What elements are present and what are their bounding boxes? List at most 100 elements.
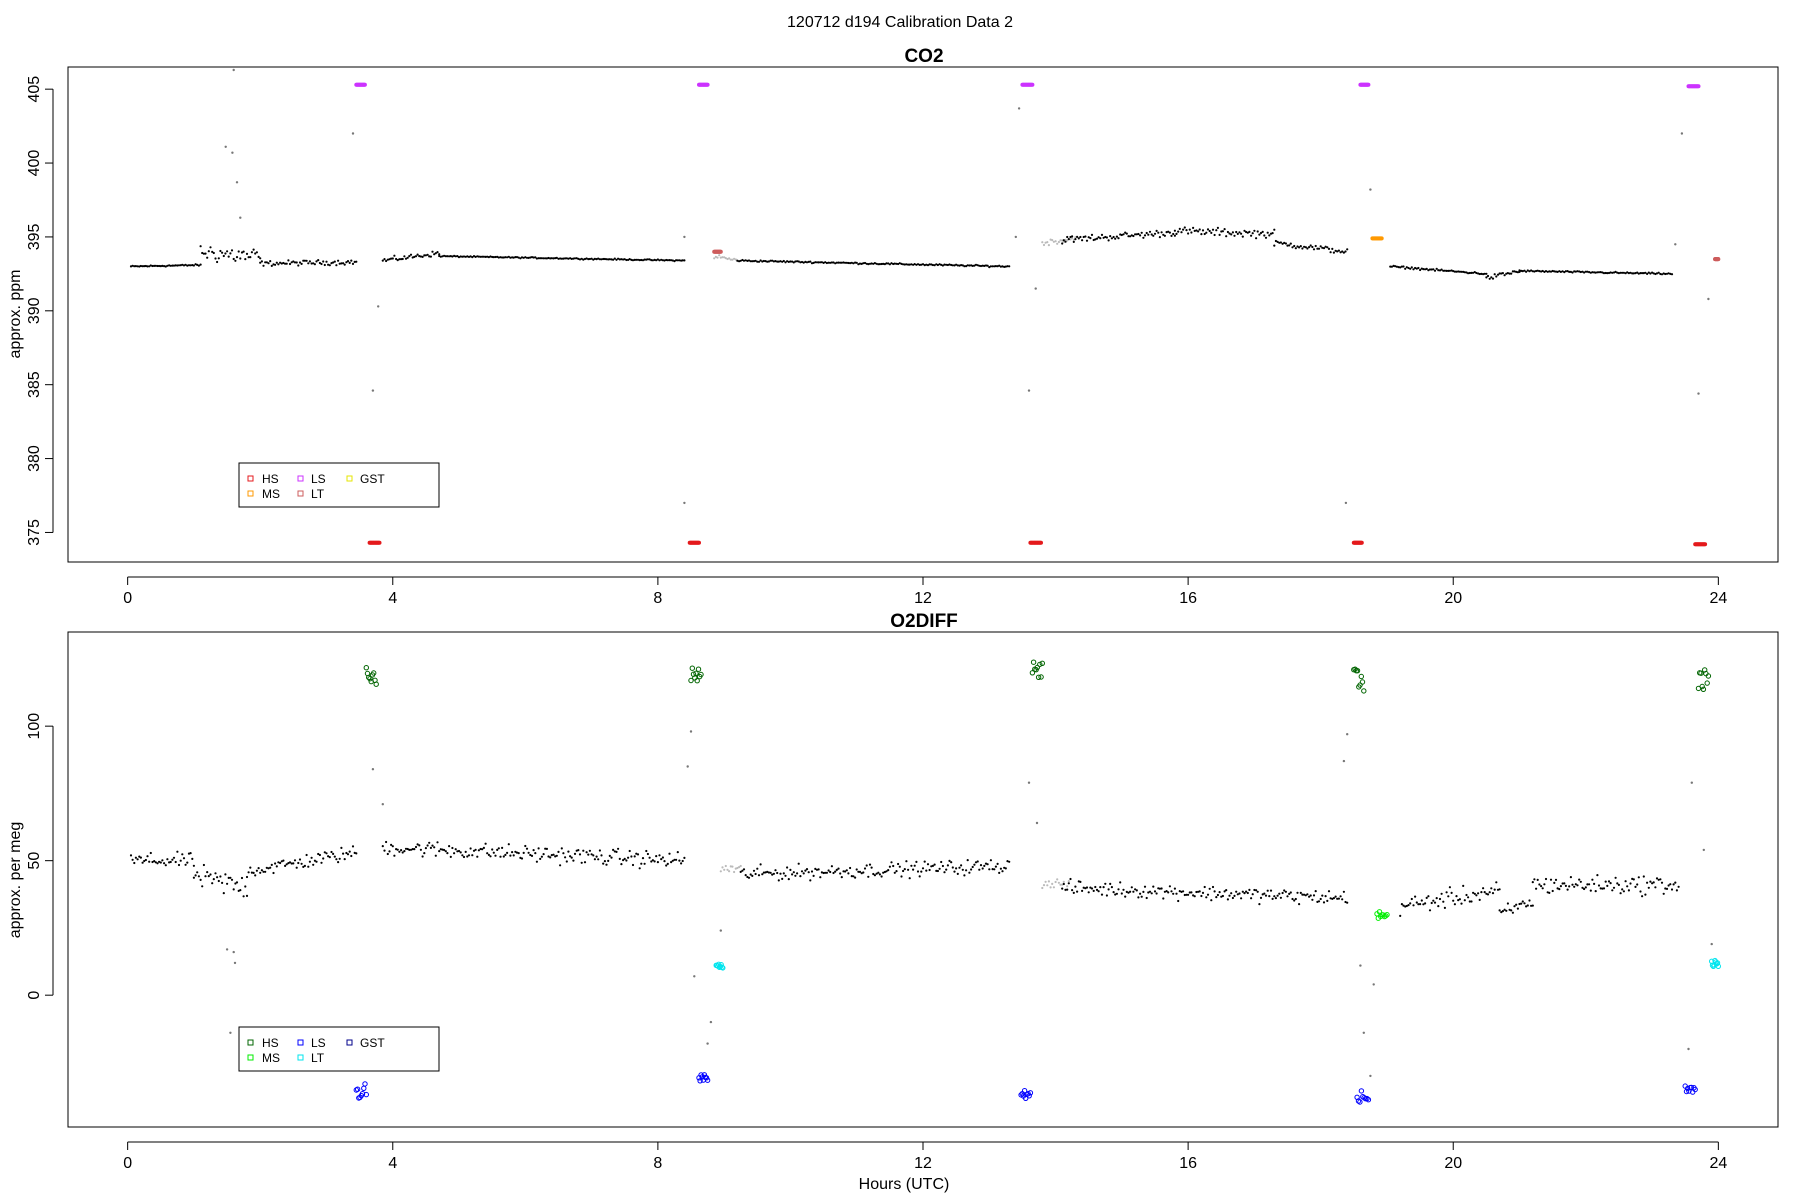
o2diff-data-point — [342, 852, 345, 855]
o2diff-data-point — [517, 852, 520, 855]
co2-data-point — [323, 263, 326, 267]
o2diff-data-point — [391, 845, 394, 848]
co2-data-point — [878, 263, 882, 266]
o2diff-data-point — [945, 868, 948, 871]
o2diff-data-point — [1535, 887, 1538, 890]
o2diff-data-point — [865, 864, 868, 867]
co2-outlier-point — [1674, 243, 1677, 246]
o2diff-data-point — [1458, 898, 1461, 901]
o2diff-data-point — [1119, 881, 1122, 884]
co2-data-point — [560, 257, 563, 260]
o2diff-data-point — [1124, 895, 1127, 898]
o2diff-data-point — [1531, 904, 1534, 907]
o2diff-data-point — [781, 877, 784, 881]
o2diff-data-point — [201, 885, 204, 888]
o2diff-data-point — [845, 869, 848, 872]
o2diff-data-point — [920, 870, 923, 873]
co2-legend-hs-marker — [247, 475, 254, 482]
o2diff-data-point — [1100, 893, 1104, 896]
o2diff-data-point — [444, 850, 447, 853]
o2diff-cal-point-hs — [693, 670, 699, 676]
o2diff-data-point — [449, 855, 452, 859]
co2-data-point — [1337, 249, 1340, 252]
co2-data-point — [325, 260, 328, 263]
co2-data-point — [734, 258, 737, 261]
o2diff-data-point — [320, 861, 323, 864]
co2-data-point — [1124, 231, 1127, 234]
o2diff-data-point — [728, 870, 731, 873]
o2diff-data-point — [1486, 893, 1490, 896]
co2-data-point — [1238, 231, 1241, 234]
co2-data-point — [1549, 270, 1553, 273]
o2diff-data-point — [842, 870, 845, 873]
co2-data-point — [1200, 233, 1203, 236]
o2diff-data-point — [149, 851, 152, 855]
o2diff-data-point — [332, 852, 335, 856]
co2-outlier-point — [1344, 501, 1348, 505]
o2diff-data-point — [199, 878, 202, 882]
co2-cal-point-ls — [1366, 82, 1371, 87]
o2diff-data-point — [665, 864, 668, 867]
o2diff-data-point — [242, 895, 245, 898]
co2-title: CO2 — [904, 46, 943, 67]
o2diff-data-point — [1218, 891, 1221, 894]
co2-data-point — [562, 257, 565, 260]
o2diff-data-point — [910, 864, 913, 867]
co2-data-point — [1480, 272, 1483, 275]
o2diff-legend-item-hs: HS — [247, 1036, 279, 1050]
o2diff-data-point — [534, 852, 537, 855]
o2diff-data-point — [1468, 900, 1471, 903]
o2diff-data-point — [1460, 902, 1463, 905]
co2-data-point — [1304, 246, 1307, 249]
o2diff-data-point — [1490, 887, 1493, 890]
co2-data-point — [1447, 269, 1450, 272]
co2-data-point — [1670, 273, 1674, 276]
co2-data-point — [1594, 271, 1597, 274]
co2-data-point — [974, 263, 978, 266]
o2diff-data-point — [1296, 891, 1299, 894]
o2diff-data-point — [333, 855, 336, 858]
o2diff-data-point — [1205, 896, 1208, 899]
o2diff-ylabel: approx. per meg — [7, 822, 24, 939]
o2diff-data-point — [1198, 890, 1201, 893]
co2-data-point — [607, 258, 610, 261]
co2-data-point — [559, 257, 562, 260]
o2diff-data-point — [1041, 886, 1044, 890]
co2-data-point — [963, 265, 966, 268]
co2-data-point — [209, 246, 212, 249]
co2-data-point — [683, 259, 686, 262]
co2-outlier-point — [1697, 392, 1700, 395]
o2diff-data-point — [673, 858, 676, 861]
o2diff-data-point — [1248, 888, 1251, 892]
co2-data-point — [809, 260, 812, 263]
co2-data-point — [863, 261, 867, 265]
co2-data-point — [729, 258, 732, 261]
co2-data-point — [625, 258, 628, 262]
co2-data-point — [1089, 237, 1092, 240]
co2-data-point — [840, 261, 843, 264]
o2diff-data-point — [1541, 887, 1544, 890]
o2diff-data-point — [998, 871, 1001, 875]
o2diff-data-point — [506, 851, 509, 855]
o2diff-data-point — [467, 854, 471, 857]
o2diff-data-point — [936, 869, 940, 873]
o2diff-data-point — [250, 871, 253, 874]
o2diff-data-point — [1143, 885, 1147, 888]
o2diff-data-point — [1183, 893, 1186, 897]
co2-data-point — [428, 255, 431, 258]
o2diff-data-point — [1660, 881, 1664, 884]
co2-data-point — [1293, 244, 1296, 248]
o2diff-data-point — [612, 848, 615, 852]
o2diff-data-point — [635, 852, 638, 855]
co2-data-point — [153, 264, 156, 267]
co2-data-point — [1319, 245, 1322, 248]
o2diff-data-point — [1525, 905, 1528, 908]
o2diff-data-point — [1419, 903, 1422, 906]
co2-data-point — [390, 257, 393, 260]
o2diff-cal-point-ls — [1683, 1088, 1690, 1095]
co2-data-point — [477, 255, 480, 258]
o2diff-data-point — [680, 862, 683, 865]
o2diff-data-point — [895, 870, 898, 873]
o2diff-data-point — [739, 870, 742, 874]
o2diff-data-point — [814, 867, 817, 871]
